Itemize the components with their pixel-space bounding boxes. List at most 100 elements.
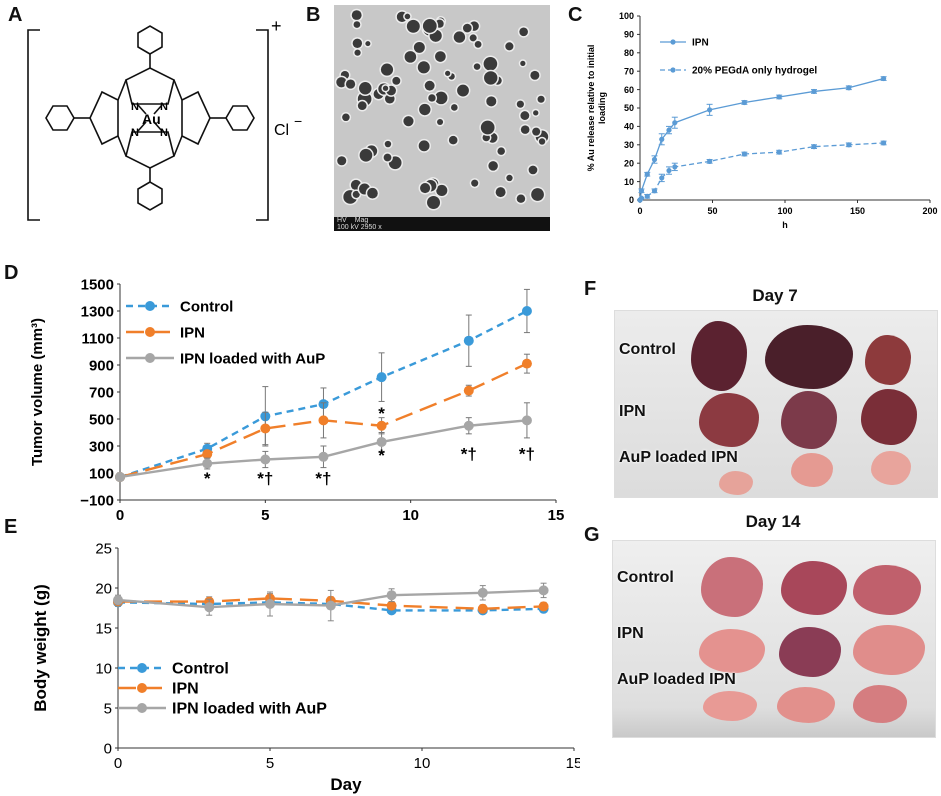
legend-marker bbox=[145, 301, 155, 311]
data-point bbox=[672, 164, 678, 170]
data-point bbox=[386, 600, 397, 611]
day14-label-control: Control bbox=[617, 569, 674, 586]
data-point bbox=[846, 85, 852, 91]
particle bbox=[448, 135, 458, 145]
particle bbox=[506, 174, 513, 182]
data-point bbox=[463, 335, 474, 346]
y-tick-label: 30 bbox=[624, 140, 634, 150]
tumor-image bbox=[853, 685, 907, 723]
x-tick-label: 0 bbox=[637, 206, 642, 216]
data-point bbox=[811, 88, 817, 95]
legend-marker bbox=[670, 39, 676, 45]
particle bbox=[357, 101, 367, 111]
tumor-image bbox=[765, 325, 853, 389]
tumor-image bbox=[719, 471, 753, 495]
data-point bbox=[521, 415, 532, 426]
data-point bbox=[376, 372, 387, 383]
phenyl-top bbox=[137, 25, 163, 55]
tumor-volume-chart: −100100300500700900110013001500051015Day… bbox=[29, 276, 565, 524]
micrograph: HV Mag 100 kV 2950 x bbox=[334, 5, 550, 231]
legend-label: IPN bbox=[692, 38, 709, 49]
data-point bbox=[672, 120, 678, 126]
tumor-image bbox=[699, 393, 759, 447]
particle bbox=[367, 187, 378, 199]
tumor-image bbox=[691, 321, 747, 391]
tumor-image bbox=[701, 557, 763, 617]
nitrogen-label: N bbox=[160, 127, 168, 139]
day14-label-ipn: IPN bbox=[617, 625, 644, 642]
data-point bbox=[204, 602, 215, 613]
particle bbox=[382, 85, 389, 91]
x-axis-label: h bbox=[782, 220, 788, 230]
particle bbox=[353, 21, 361, 28]
particle bbox=[516, 194, 526, 203]
data-point bbox=[477, 603, 488, 614]
data-point bbox=[811, 144, 817, 150]
y-axis-label-line: % Au release relative to initial bbox=[586, 45, 596, 172]
day7-label-control: Control bbox=[619, 341, 676, 358]
micrograph-footer: HV Mag 100 kV 2950 x bbox=[334, 217, 550, 231]
y-tick-label: 100 bbox=[89, 465, 114, 482]
particle bbox=[403, 116, 414, 127]
data-point bbox=[463, 385, 474, 396]
y-tick-label: 25 bbox=[95, 540, 112, 557]
x-tick-label: 50 bbox=[707, 206, 717, 216]
body-weight-chart: 0 5 10 15 20 25 0 5 10 15 Day Body weight (g) Contro… bbox=[31, 540, 580, 794]
x-tick-label: 5 bbox=[261, 507, 269, 524]
particle bbox=[480, 120, 495, 135]
particle bbox=[445, 70, 451, 76]
significance-mark: * bbox=[378, 446, 385, 465]
particle bbox=[528, 165, 538, 175]
data-point bbox=[644, 193, 650, 199]
particle bbox=[352, 190, 360, 198]
particle bbox=[380, 63, 394, 76]
particle bbox=[420, 182, 431, 194]
legend-marker bbox=[137, 703, 147, 713]
legend-marker bbox=[145, 353, 155, 363]
micrograph-hv: HV bbox=[337, 217, 347, 224]
day14-photo: Control IPN AuP loaded IPN bbox=[612, 540, 936, 738]
counterion-charge: − bbox=[294, 113, 302, 129]
particle bbox=[484, 71, 498, 85]
phenyl-right bbox=[225, 105, 255, 131]
particle bbox=[473, 63, 481, 70]
significance-mark: *† bbox=[519, 445, 535, 464]
y-axis-label-line: loading bbox=[597, 92, 607, 124]
day7-title: Day 7 bbox=[752, 286, 798, 305]
x-tick-label: 15 bbox=[548, 507, 565, 524]
particle bbox=[365, 41, 371, 47]
particle bbox=[516, 100, 524, 108]
data-point bbox=[881, 75, 887, 82]
y-tick-label: 40 bbox=[624, 122, 634, 132]
panel-letter-g: G bbox=[584, 524, 600, 546]
particle bbox=[530, 70, 540, 80]
tumor-image bbox=[871, 451, 911, 485]
data-point bbox=[538, 601, 549, 612]
particle bbox=[519, 27, 528, 37]
data-point bbox=[386, 590, 397, 601]
y-axis-label: Body weight (g) bbox=[31, 584, 50, 711]
legend-label: IPN bbox=[172, 681, 199, 698]
release-chart: 0 10 20 30 40 50 60 70 80 90 100 0 50 100 150 200 h % Au … bbox=[586, 11, 938, 230]
y-tick-label: 100 bbox=[619, 11, 634, 21]
tumor-image bbox=[781, 391, 837, 449]
legend-marker bbox=[137, 683, 147, 693]
significance-mark: * bbox=[204, 469, 211, 488]
data-point bbox=[651, 188, 658, 194]
particle bbox=[413, 41, 425, 53]
y-tick-label: 10 bbox=[624, 177, 634, 187]
data-point bbox=[659, 175, 665, 181]
x-tick-label: 100 bbox=[777, 206, 792, 216]
particle bbox=[419, 103, 431, 116]
data-point bbox=[538, 585, 549, 596]
particle bbox=[345, 79, 356, 89]
data-point bbox=[776, 149, 782, 155]
particle bbox=[520, 111, 530, 120]
particle bbox=[520, 60, 526, 66]
tumor-image bbox=[853, 565, 921, 615]
particle bbox=[404, 51, 417, 63]
data-point bbox=[463, 420, 474, 431]
pyrrole-right bbox=[181, 90, 211, 146]
y-tick-label: 1100 bbox=[81, 330, 114, 347]
particle bbox=[486, 96, 497, 107]
